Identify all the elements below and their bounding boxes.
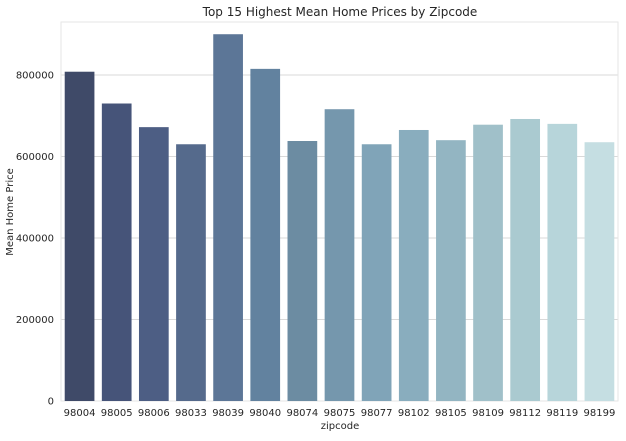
bar-98040 bbox=[250, 68, 281, 401]
x-tick-label: 98004 bbox=[64, 408, 96, 419]
x-tick-label: 98112 bbox=[509, 408, 541, 419]
x-tick-label: 98074 bbox=[286, 408, 318, 419]
x-tick-label: 98005 bbox=[101, 408, 133, 419]
chart-title: Top 15 Highest Mean Home Prices by Zipco… bbox=[202, 5, 478, 19]
x-tick-label: 98006 bbox=[138, 408, 170, 419]
bar-98005 bbox=[101, 103, 132, 402]
x-tick-label: 98077 bbox=[361, 408, 393, 419]
y-tick-label: 800000 bbox=[16, 70, 54, 81]
y-tick-label: 0 bbox=[48, 397, 54, 408]
y-tick-label: 200000 bbox=[16, 315, 54, 326]
y-tick-label: 600000 bbox=[16, 152, 54, 163]
x-tick-label: 98119 bbox=[546, 408, 578, 419]
x-tick-label: 98199 bbox=[584, 408, 616, 419]
x-tick-label: 98040 bbox=[249, 408, 281, 419]
y-tick-label: 400000 bbox=[16, 233, 54, 244]
y-axis-label: Mean Home Price bbox=[5, 168, 16, 256]
x-tick-label: 98033 bbox=[175, 408, 207, 419]
bar-98109 bbox=[473, 124, 503, 401]
bar-98075 bbox=[324, 109, 355, 401]
y-tick-labels: 0 200000 400000 600000 800000 bbox=[16, 70, 54, 407]
bar-98112 bbox=[510, 118, 541, 401]
bar-98119 bbox=[547, 123, 578, 402]
bar-98006 bbox=[138, 127, 169, 401]
bars-group bbox=[64, 34, 615, 402]
x-tick-label: 98109 bbox=[472, 408, 504, 419]
x-tick-label: 98039 bbox=[212, 408, 244, 419]
x-axis-label: zipcode bbox=[321, 421, 360, 432]
bar-98039 bbox=[213, 34, 243, 402]
bar-98033 bbox=[176, 144, 206, 402]
x-tick-labels: 98004 98005 98006 98033 98039 98040 98074 98075… bbox=[64, 408, 616, 419]
bar-98077 bbox=[361, 144, 392, 402]
bar-98074 bbox=[287, 140, 318, 401]
x-tick-label: 98102 bbox=[398, 408, 430, 419]
x-tick-label: 98075 bbox=[324, 408, 356, 419]
bar-98004 bbox=[64, 71, 95, 402]
bar-98105 bbox=[436, 140, 466, 401]
bar-98199 bbox=[584, 142, 615, 401]
bar-98102 bbox=[398, 129, 429, 401]
x-tick-label: 98105 bbox=[435, 408, 467, 419]
